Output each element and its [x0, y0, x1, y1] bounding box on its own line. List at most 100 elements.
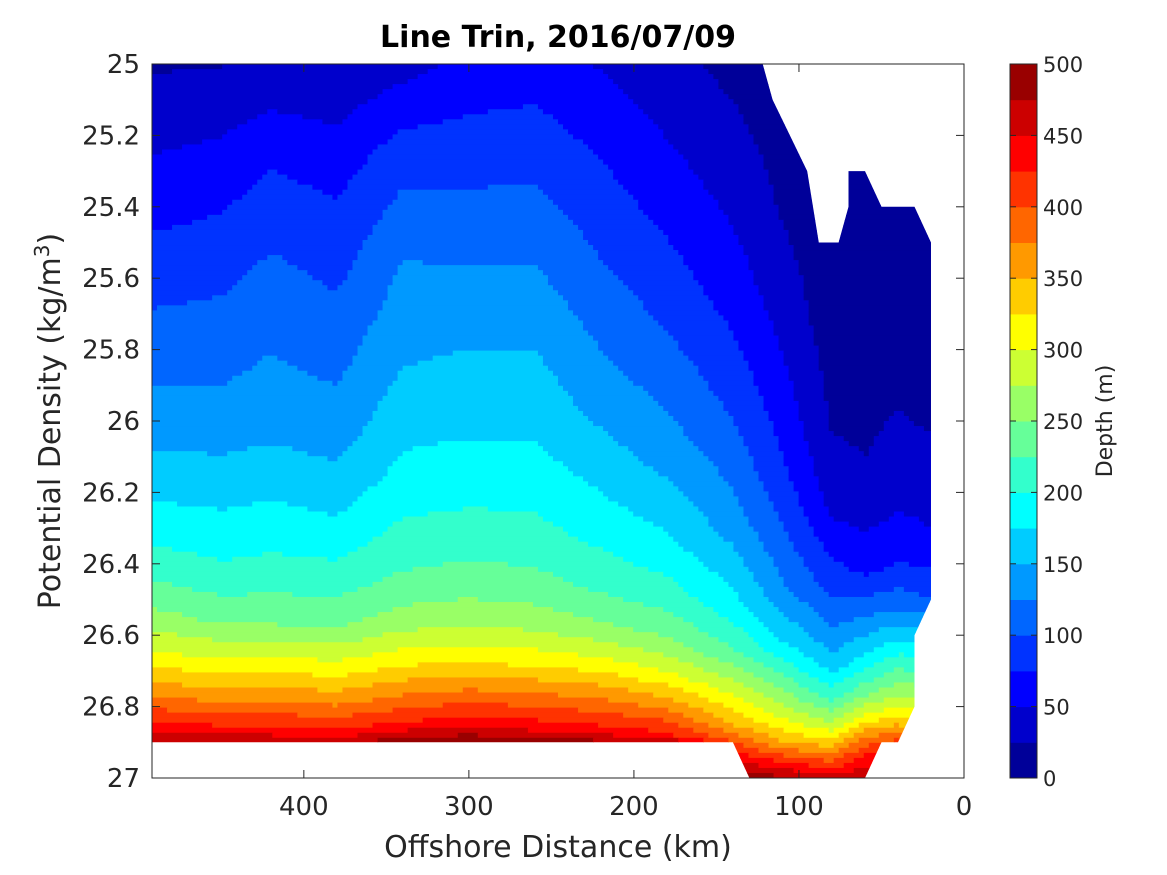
contour-cell — [753, 370, 790, 377]
contour-cell — [152, 426, 364, 432]
contour-cell — [738, 767, 795, 774]
contour-cell — [828, 727, 835, 734]
contour-cell — [227, 290, 389, 296]
contour-cell — [292, 446, 349, 452]
contour-cell — [843, 722, 860, 729]
contour-cell — [568, 390, 649, 397]
contour-cell — [693, 270, 755, 276]
contour-cell — [402, 516, 544, 523]
contour-cell — [593, 149, 679, 156]
contour-cell — [152, 365, 253, 372]
contour-cell — [733, 224, 785, 231]
contour-cell — [152, 410, 374, 417]
contour-cell — [703, 602, 745, 608]
contour-cell — [728, 214, 780, 221]
contour-cell — [718, 637, 755, 643]
contour-cell — [828, 697, 835, 704]
contour-cell — [252, 501, 288, 508]
contour-cell — [618, 672, 679, 679]
contour-cell — [803, 275, 931, 281]
contour-cell — [783, 355, 820, 362]
contour-cell — [748, 360, 785, 367]
contour-cell — [763, 481, 795, 487]
contour-cell — [768, 310, 810, 317]
contour-cell — [863, 727, 910, 734]
contour-cell — [152, 682, 183, 689]
contour-cell — [828, 400, 931, 407]
contour-cell — [372, 149, 594, 156]
contour-cell — [287, 174, 354, 181]
contour-cell — [377, 315, 579, 322]
contour-cell — [227, 129, 399, 135]
contour-cell — [152, 335, 364, 342]
colorbar-segment — [1010, 242, 1037, 279]
contour-cell — [392, 84, 619, 90]
contour-cell — [683, 546, 735, 553]
contour-cell — [743, 682, 775, 689]
contour-cell — [152, 541, 369, 548]
contour-cell — [537, 677, 639, 684]
contour-cell — [778, 446, 810, 452]
contour-cell — [537, 350, 604, 357]
contour-cell — [643, 305, 714, 311]
contour-cell — [152, 586, 193, 593]
contour-cell — [623, 280, 699, 286]
contour-cell — [683, 687, 719, 694]
contour-cell — [287, 501, 354, 508]
contour-cell — [853, 732, 880, 739]
contour-cell — [803, 722, 845, 729]
y-tick-label: 25 — [107, 50, 140, 80]
contour-cell — [152, 84, 394, 90]
contour-cell — [257, 114, 303, 120]
contour-cell — [718, 672, 755, 679]
contour-cell — [823, 501, 931, 508]
contour-cell — [773, 697, 800, 704]
contour-cell — [778, 607, 815, 613]
contour-cell — [708, 632, 750, 638]
contour-cell — [152, 677, 409, 684]
contour-cell — [583, 476, 669, 482]
contour-cell — [683, 642, 730, 648]
contour-cell — [743, 350, 785, 357]
contour-cell — [728, 747, 760, 754]
contour-cell — [798, 747, 840, 754]
contour-cell — [783, 521, 810, 528]
contour-cell — [668, 330, 735, 337]
contour-cell — [893, 737, 900, 744]
contour-cell — [863, 571, 870, 578]
contour-cell — [603, 350, 684, 357]
contour-cell — [297, 265, 354, 271]
contour-cell — [643, 516, 709, 523]
contour-cell — [152, 94, 379, 100]
contour-cell — [152, 380, 228, 387]
contour-cell — [748, 607, 780, 613]
contour-cell — [152, 209, 223, 216]
contour-cell — [778, 340, 815, 347]
contour-cell — [843, 737, 860, 744]
contour-cell — [843, 712, 865, 719]
contour-cell — [593, 245, 674, 251]
contour-cell — [688, 436, 745, 442]
contour-cell — [232, 556, 329, 563]
contour-cell — [753, 466, 790, 472]
contour-cell — [743, 245, 795, 251]
contour-cell — [803, 556, 835, 563]
contour-cell — [648, 390, 714, 397]
contour-cell — [638, 204, 719, 211]
contour-cell — [918, 516, 931, 523]
contour-cell — [778, 441, 810, 447]
colorbar-tick-label: 450 — [1043, 124, 1083, 148]
contour-cell — [773, 325, 815, 332]
y-tick-label: 26 — [107, 407, 140, 437]
contour-cell — [573, 134, 664, 141]
contour-cell — [357, 586, 589, 593]
contour-cell — [212, 637, 364, 643]
contour-cell — [362, 426, 604, 432]
contour-cell — [392, 275, 549, 281]
contour-cell — [152, 355, 263, 362]
contour-cell — [152, 234, 369, 241]
contour-cell — [703, 184, 775, 191]
contour-cell — [673, 732, 709, 739]
contour-cell — [613, 174, 699, 181]
contour-cell — [693, 360, 750, 367]
